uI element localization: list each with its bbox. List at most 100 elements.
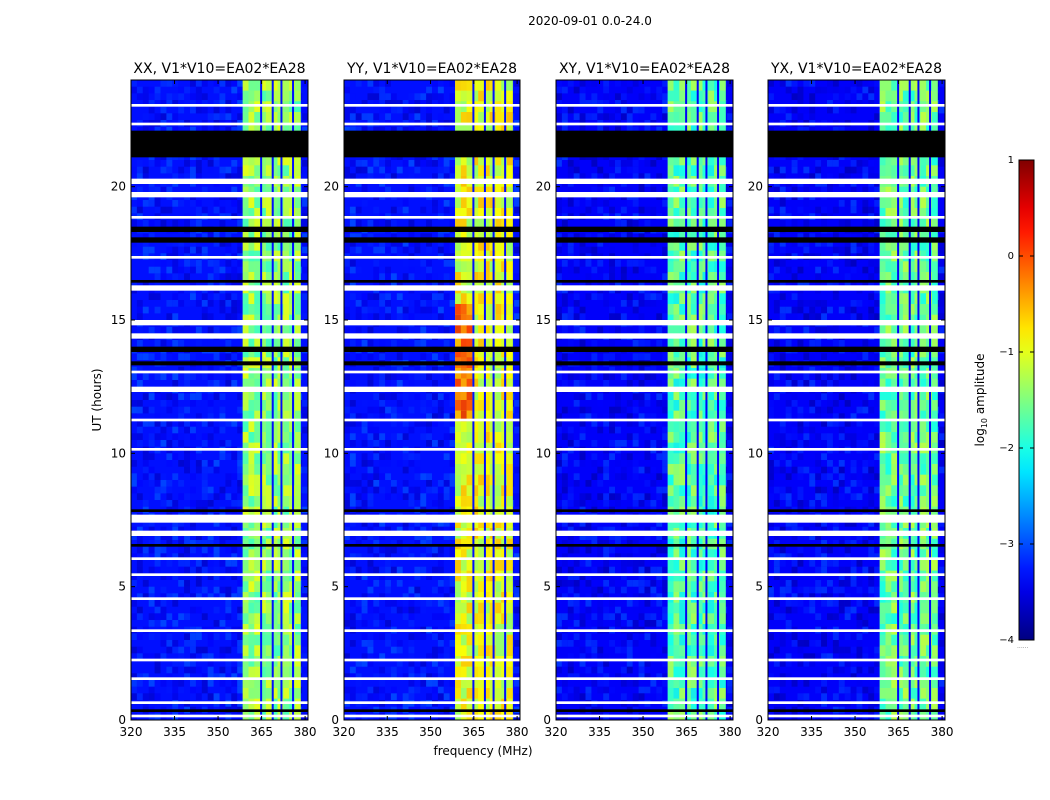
band-cell — [283, 80, 290, 91]
band-cell — [460, 645, 467, 656]
band-cell — [294, 453, 301, 464]
band-cell — [507, 602, 513, 614]
heatmap-cell — [225, 166, 232, 174]
heatmap-cell — [131, 460, 137, 467]
band-cell — [472, 293, 479, 304]
heatmap-cell — [207, 693, 214, 700]
heatmap-cell — [225, 293, 232, 300]
heatmap-cell — [390, 240, 397, 247]
heatmap-cell — [184, 273, 190, 280]
heatmap-cell — [184, 613, 190, 620]
heatmap-cell — [443, 273, 450, 280]
heatmap-cell — [225, 313, 232, 320]
band-cell — [277, 325, 284, 336]
band-cell — [460, 464, 467, 475]
heatmap-cell — [148, 126, 155, 134]
heatmap-cell — [231, 546, 238, 554]
band-cell — [294, 581, 301, 592]
heatmap-cell — [432, 126, 438, 134]
heatmap-cell — [142, 466, 149, 474]
band-cell — [455, 293, 461, 304]
band-cell — [248, 634, 255, 646]
heatmap-cell — [201, 473, 208, 480]
heatmap-cell — [154, 480, 161, 487]
flagged-row — [131, 629, 308, 632]
heatmap-cell — [567, 200, 574, 207]
heatmap-cell — [603, 240, 610, 247]
band-cell — [472, 570, 479, 582]
band-cell — [472, 240, 479, 251]
band-cell — [507, 432, 513, 443]
heatmap-cell — [213, 426, 220, 434]
band-cell — [271, 666, 278, 678]
heatmap-cell — [361, 426, 368, 434]
heatmap-cell — [207, 433, 214, 440]
band-cell — [254, 90, 261, 102]
band-cell — [242, 474, 249, 486]
band-cell — [483, 506, 490, 518]
heatmap-cell — [361, 233, 368, 240]
heatmap-cell — [437, 500, 444, 507]
heatmap-cell — [302, 666, 308, 674]
heatmap-cell — [219, 673, 226, 680]
heatmap-cell — [237, 586, 244, 594]
heatmap-cell — [355, 693, 362, 700]
heatmap-cell — [237, 206, 244, 214]
heatmap-cell — [443, 660, 450, 667]
heatmap-cell — [344, 273, 350, 280]
heatmap-cell — [396, 660, 403, 667]
heatmap-cell — [178, 566, 185, 574]
heatmap-cell — [184, 426, 190, 434]
band-cell — [265, 656, 272, 667]
heatmap-cell — [178, 540, 185, 547]
heatmap-cell — [131, 400, 137, 407]
band-cell — [478, 154, 484, 166]
heatmap-cell — [420, 100, 427, 107]
heatmap-cell — [201, 566, 208, 574]
band-cell — [260, 613, 266, 624]
heatmap-cell — [207, 493, 214, 500]
heatmap-cell — [432, 380, 438, 387]
heatmap-cell — [355, 233, 362, 240]
heatmap-cell — [414, 93, 421, 100]
heatmap-cell — [219, 206, 226, 214]
heatmap-cell — [154, 206, 161, 214]
heatmap-cell — [219, 166, 226, 174]
band-cell — [260, 346, 266, 358]
x-tick-label: 335 — [163, 725, 186, 739]
x-tick-label: 380 — [506, 725, 529, 739]
band-cell — [455, 400, 461, 411]
heatmap-cell — [385, 553, 391, 560]
heatmap-cell — [443, 486, 450, 494]
heatmap-cell — [432, 93, 438, 100]
heatmap-cell — [178, 100, 185, 107]
heatmap-cell — [367, 380, 374, 387]
heatmap-cell — [131, 686, 137, 694]
heatmap-cell — [172, 113, 179, 120]
heatmap-cell — [355, 340, 362, 347]
heatmap-cell — [178, 673, 185, 680]
band-cell — [277, 421, 284, 432]
band-cell — [294, 90, 301, 102]
heatmap-cell — [396, 280, 403, 287]
flagged-row — [131, 448, 308, 451]
heatmap-cell — [432, 440, 438, 447]
band-cell — [501, 218, 507, 230]
heatmap-cell — [615, 113, 621, 120]
heatmap-cell — [414, 533, 421, 540]
heatmap-cell — [361, 420, 368, 427]
heatmap-cell — [361, 593, 368, 600]
band-cell — [294, 570, 301, 582]
heatmap-cell — [172, 266, 179, 274]
heatmap-cell — [213, 546, 220, 554]
heatmap-cell — [626, 200, 633, 207]
band-cell — [283, 496, 290, 507]
band-cell — [294, 400, 301, 411]
heatmap-cell — [396, 166, 403, 174]
heatmap-cell — [142, 240, 149, 247]
heatmap-cell — [449, 460, 456, 467]
band-cell — [294, 709, 301, 720]
heatmap-cell — [231, 326, 238, 334]
band-cell — [455, 602, 461, 614]
heatmap-cell — [361, 100, 368, 107]
